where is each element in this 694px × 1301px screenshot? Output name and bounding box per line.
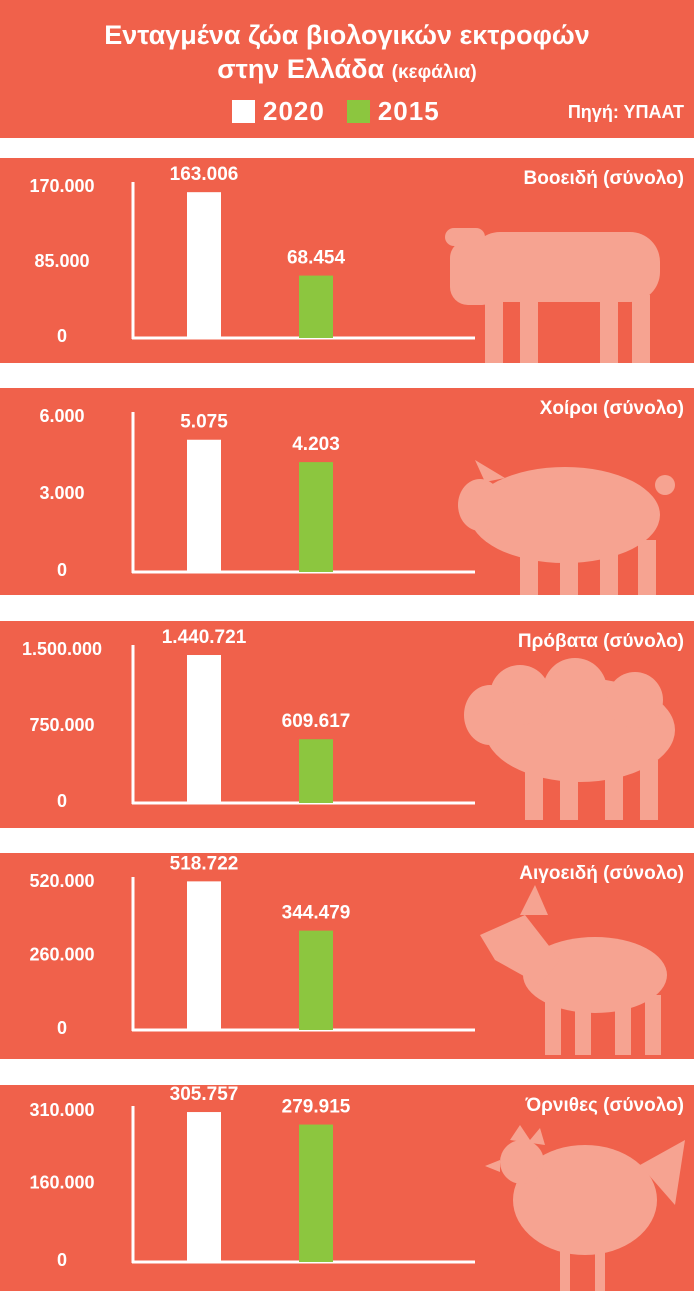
chart-subtitle-text: στην Ελλάδα	[217, 54, 385, 84]
bar-2015	[299, 275, 333, 338]
goat-icon	[480, 885, 667, 1055]
bar-2015	[299, 1124, 333, 1262]
cow-icon	[445, 228, 660, 363]
chart-svg-4: 0 260.000 520.000 518.722 344.479	[29, 853, 667, 1055]
unit-label: (κεφάλια)	[391, 62, 477, 83]
bar-value-label-2015: 344.479	[282, 903, 351, 924]
chart-subtitle: στην Ελλάδα (κεφάλια)	[0, 54, 694, 88]
chart-panel-4: 0 260.000 520.000 518.722 344.479 Αιγοειδή (σ…	[0, 853, 694, 1059]
y-tick-label: 6.000	[39, 406, 84, 426]
bar-2020	[187, 439, 221, 572]
chart-panel-3: 0 750.000 1.500.000 1.440.721 609.617 Πρόβατα…	[0, 621, 694, 828]
panel-title: Όρνιθες (σύνολο)	[525, 1095, 684, 1116]
chart-panel-2: 0 3.000 6.000 5.075 4.203 Χοίροι (σύνολο)	[0, 388, 694, 595]
y-tick-label: 310.000	[29, 1100, 94, 1120]
y-tick-label: 3.000	[39, 483, 84, 503]
y-tick-label: 85.000	[34, 251, 89, 271]
y-tick-label: 0	[57, 326, 67, 346]
y-tick-label: 170.000	[29, 176, 94, 196]
chart-title: Ενταγμένα ζώα βιολογικών εκτροφών	[104, 20, 590, 50]
bar-value-label-2015: 609.617	[282, 711, 351, 732]
bar-value-label-2020: 305.757	[170, 1085, 239, 1105]
legend-label-2015: 2015	[377, 95, 440, 126]
y-tick-label: 1.500.000	[22, 639, 102, 659]
panel-title: Αιγοειδή (σύνολο)	[519, 863, 684, 884]
legend-swatch-2015	[346, 99, 370, 123]
header: Ενταγμένα ζώα βιολογικών εκτροφών στην Ε…	[0, 0, 694, 138]
bar-2015	[299, 462, 333, 572]
legend-item-2015: 2015	[346, 95, 440, 127]
bar-value-label-2015: 4.203	[292, 434, 340, 455]
bar-2015	[299, 739, 333, 803]
legend-label-2020: 2020	[263, 95, 325, 126]
panel-title: Βοοειδή (σύνολο)	[523, 168, 684, 189]
hen-icon	[485, 1125, 685, 1291]
bar-value-label-2020: 163.006	[170, 164, 239, 185]
chart-svg-1: 0 85.000 170.000 163.006 68.454	[29, 164, 660, 363]
bar-value-label-2015: 68.454	[287, 248, 346, 269]
chart-panel-5: 0 160.000 310.000 305.757 279.915 Όρνιθες (σύ…	[0, 1085, 694, 1291]
y-tick-label: 0	[57, 560, 67, 580]
y-tick-label: 750.000	[29, 715, 94, 735]
chart-svg-5: 0 160.000 310.000 305.757 279.915	[29, 1085, 685, 1291]
chart-svg-3: 0 750.000 1.500.000 1.440.721 609.617	[22, 627, 675, 820]
y-tick-label: 160.000	[29, 1173, 94, 1193]
panel-title: Πρόβατα (σύνολο)	[517, 631, 684, 652]
bar-2020	[187, 655, 221, 803]
chart-panel-1: 0 85.000 170.000 163.006 68.454 Βοοειδή (σύνο…	[0, 158, 694, 363]
y-tick-label: 520.000	[29, 871, 94, 891]
panel-title: Χοίροι (σύνολο)	[539, 398, 684, 419]
legend: 2020 2015	[232, 96, 462, 126]
y-tick-label: 0	[57, 791, 67, 811]
chart-svg-2: 0 3.000 6.000 5.075 4.203	[39, 406, 675, 595]
legend-item-2020: 2020	[232, 96, 325, 127]
source-note: Πηγή: ΥΠΑΑΤ	[567, 102, 684, 122]
y-tick-label: 0	[57, 1018, 67, 1038]
y-tick-label: 0	[57, 1250, 67, 1270]
bar-value-label-2020: 518.722	[170, 853, 239, 874]
pig-icon	[458, 460, 675, 595]
bar-value-label-2020: 5.075	[180, 412, 228, 433]
bar-2020	[187, 192, 221, 338]
sheep-icon	[464, 658, 675, 820]
y-tick-label: 260.000	[29, 945, 94, 965]
bar-2020	[187, 881, 221, 1030]
bar-2015	[299, 930, 333, 1030]
legend-swatch-2020	[232, 99, 255, 123]
bar-2020	[187, 1112, 221, 1262]
bar-value-label-2020: 1.440.721	[162, 627, 247, 648]
bar-value-label-2015: 279.915	[282, 1097, 351, 1118]
